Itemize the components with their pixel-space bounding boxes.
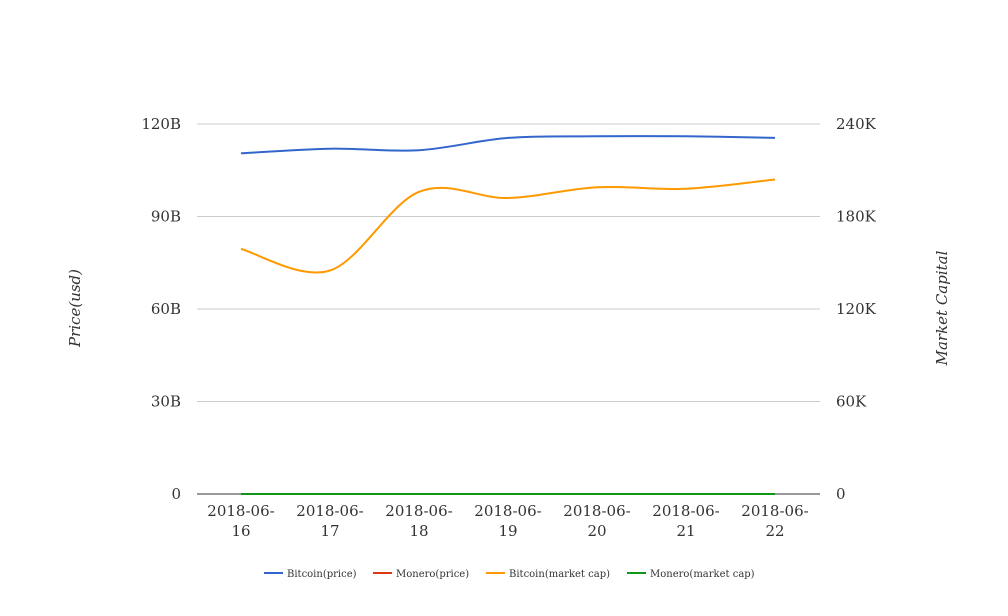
- left-tick-label: 0: [171, 485, 181, 503]
- legend: Bitcoin(price) Monero(price) Bitcoin(marke…: [264, 569, 755, 580]
- left-tick-label: 120B: [141, 115, 181, 133]
- legend-label-monero-market-cap: Monero(market cap): [650, 569, 755, 580]
- right-axis-ticks: 0 60K 120K 180K 240K: [836, 115, 877, 503]
- left-axis-ticks: 0 30B 60B 90B 120B: [141, 115, 181, 503]
- gridlines: [197, 123, 820, 495]
- right-tick-label: 60K: [836, 393, 867, 411]
- right-tick-label: 0: [836, 485, 846, 503]
- x-tick-label: 19: [498, 522, 517, 540]
- right-axis-title: Market Capital: [933, 250, 951, 366]
- x-tick-label: 2018-06-: [385, 502, 452, 520]
- series-line-bitcoin-market-cap: [240, 178, 776, 274]
- x-tick-label: 2018-06-: [296, 502, 363, 520]
- x-tick-label: 21: [676, 522, 695, 540]
- legend-label-bitcoin-market-cap: Bitcoin(market cap): [509, 569, 610, 580]
- left-tick-label: 60B: [151, 300, 181, 318]
- x-axis-ticks: 2018-06- 16 2018-06- 17 2018-06- 18 2018-06- 19…: [207, 502, 808, 540]
- left-tick-label: 90B: [151, 208, 181, 226]
- x-tick-label: 2018-06-: [474, 502, 541, 520]
- x-tick-label: 18: [409, 522, 428, 540]
- series-lines: [240, 135, 776, 496]
- x-tick-label: 2018-06-: [563, 502, 630, 520]
- left-axis-title: Price(usd): [66, 269, 84, 348]
- right-tick-label: 180K: [836, 208, 877, 226]
- left-tick-label: 30B: [151, 393, 181, 411]
- x-tick-label: 2018-06-: [652, 502, 719, 520]
- legend-label-bitcoin-price: Bitcoin(price): [287, 569, 357, 580]
- series-line-bitcoin-price: [240, 135, 776, 155]
- right-tick-label: 120K: [836, 300, 877, 318]
- x-tick-label: 22: [765, 522, 784, 540]
- x-tick-label: 20: [587, 522, 606, 540]
- x-tick-label: 2018-06-: [741, 502, 808, 520]
- legend-label-monero-price: Monero(price): [396, 569, 469, 580]
- x-tick-label: 17: [320, 522, 339, 540]
- right-tick-label: 240K: [836, 115, 877, 133]
- x-tick-label: 16: [231, 522, 250, 540]
- x-tick-label: 2018-06-: [207, 502, 274, 520]
